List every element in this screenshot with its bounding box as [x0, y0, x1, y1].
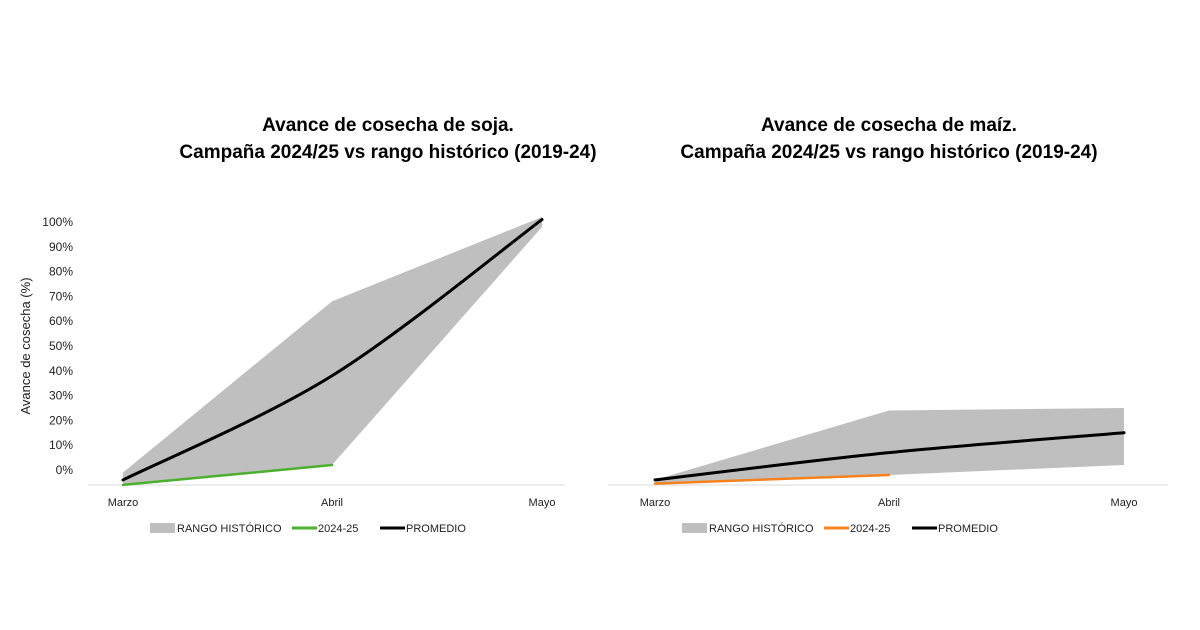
maiz-legend-range-swatch [682, 523, 707, 533]
soja-title-line2: Campaña 2024/25 vs rango histórico (2019… [179, 142, 597, 163]
maiz-legend-range-label: RANGO HISTÓRICO [709, 522, 814, 535]
soja-y-tick-label: 80% [49, 265, 73, 279]
soja-y-tick-label: 10% [49, 438, 73, 452]
maiz-title-line1: Avance de cosecha de maíz. [761, 115, 1017, 136]
soja-y-tick-label: 30% [49, 389, 73, 403]
maiz-legend-current-label: 2024-25 [850, 523, 890, 535]
soja-y-tick-label: 90% [49, 240, 73, 254]
maiz-x-tick-label: Marzo [640, 497, 671, 509]
soja-y-tick-label: 0% [56, 463, 74, 477]
soja-title-line1: Avance de cosecha de soja. [262, 115, 514, 136]
soja-x-tick-label: Mayo [529, 497, 556, 509]
soja-y-tick-label: 60% [49, 314, 73, 328]
maiz-x-tick-label: Abril [878, 497, 900, 509]
maiz-title-line2: Campaña 2024/25 vs rango histórico (2019… [680, 142, 1098, 163]
soja-x-tick-label: Marzo [108, 497, 139, 509]
maiz-series-2024-25 [653, 473, 891, 485]
soja-y-tick-label: 100% [42, 215, 73, 229]
soja-legend-range-label: RANGO HISTÓRICO [177, 522, 282, 535]
soja-y-tick-label: 50% [49, 339, 73, 353]
maiz-x-tick-label: Mayo [1111, 497, 1138, 509]
soja-legend-current-label: 2024-25 [318, 523, 358, 535]
soja-x-tick-label: Abril [321, 497, 343, 509]
maiz-chart-title: Avance de cosecha de maíz. Campaña 2024/… [609, 112, 1169, 166]
soja-series-promedio [121, 218, 544, 482]
soja-range-band [123, 217, 542, 485]
maiz-series-promedio [653, 431, 1126, 482]
soja-y-tick-label: 40% [49, 364, 73, 378]
soja-y-tick-label: 70% [49, 289, 73, 303]
soja-series-2024-25 [121, 463, 334, 487]
soja-y-axis-label: Avance de cosecha (%) [18, 277, 33, 414]
maiz-legend-avg-label: PROMEDIO [938, 523, 998, 535]
soja-legend-range-swatch [150, 523, 175, 533]
soja-y-tick-label: 20% [49, 413, 73, 427]
soja-chart-title: Avance de cosecha de soja. Campaña 2024/… [108, 112, 668, 166]
soja-legend-avg-label: PROMEDIO [406, 523, 466, 535]
